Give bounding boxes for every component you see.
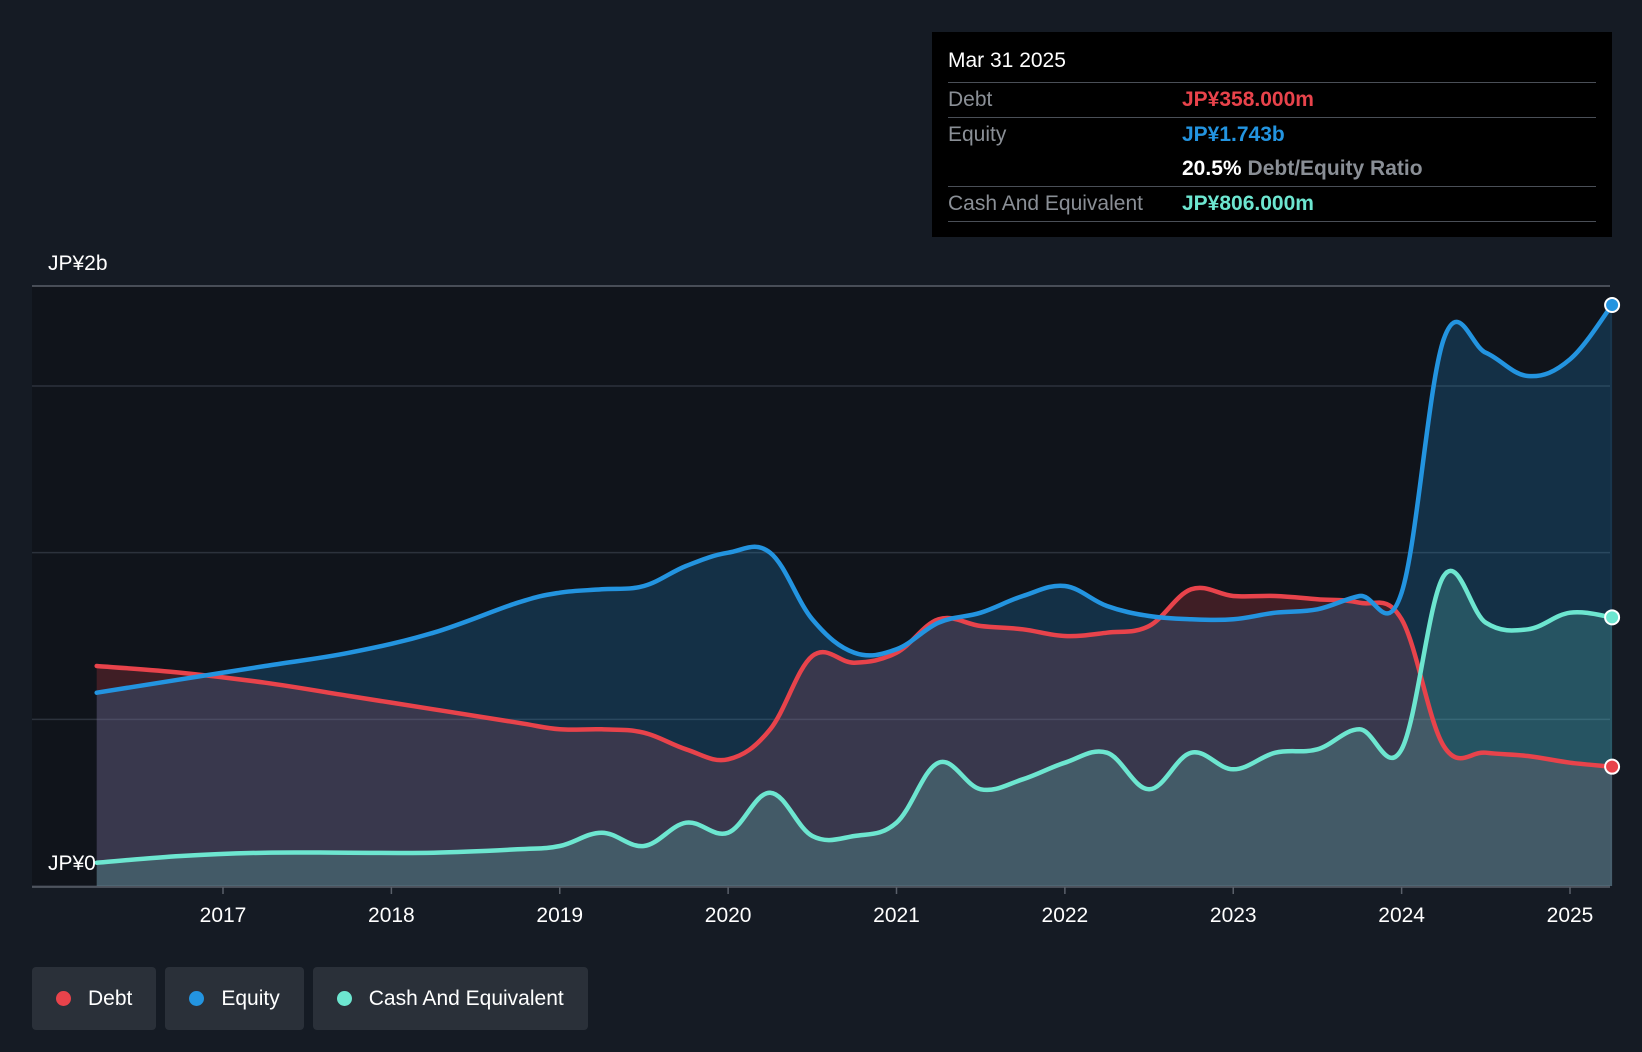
tooltip-cash-row: Cash And Equivalent JP¥806.000m [948, 186, 1596, 222]
tooltip-debt-row: Debt JP¥358.000m [948, 82, 1596, 117]
x-tick-label-2021: 2021 [873, 904, 920, 927]
area-equity [96, 305, 1613, 886]
x-tick-label-2018: 2018 [368, 904, 415, 927]
line-cash-and-equivalent [94, 568, 1615, 865]
legend-item-cash[interactable]: Cash And Equivalent [312, 967, 588, 1030]
marker-cash-and-equivalent [1604, 609, 1621, 626]
legend-item-debt[interactable]: Debt [32, 967, 157, 1030]
legend-dot-equity-icon [189, 991, 205, 1006]
tooltip-cash-value: JP¥806.000m [1182, 192, 1314, 215]
marker-debt [1604, 758, 1621, 775]
x-axis: 2017 2018 2019 2020 2021 2022 2023 2024 2025 [32, 886, 1610, 927]
area-debt [96, 587, 1613, 886]
tooltip-debt-label: Debt [948, 88, 993, 111]
tooltip-ratio-label: Debt/Equity Ratio [1247, 157, 1423, 180]
series-lines [94, 302, 1615, 865]
legend-label-equity: Equity [221, 986, 280, 1010]
legend-dot-debt-icon [56, 991, 71, 1006]
area-cash-and-equivalent [96, 570, 1613, 886]
end-markers [1604, 297, 1621, 775]
tooltip-equity-row: Equity JP¥1.743b [948, 117, 1596, 152]
x-tick-label-2024: 2024 [1378, 904, 1425, 927]
tooltip-ratio-row: 20.5% Debt/Equity Ratio [948, 152, 1596, 186]
x-tick-label-2019: 2019 [536, 904, 583, 927]
legend-label-debt: Debt [88, 986, 133, 1010]
chart-legend: Debt Equity Cash And Equivalent [32, 967, 588, 1030]
legend-item-equity[interactable]: Equity [165, 967, 304, 1030]
x-tick-label-2020: 2020 [705, 904, 752, 927]
x-tick-label-2025: 2025 [1547, 904, 1594, 927]
legend-label-cash: Cash And Equivalent [368, 986, 564, 1010]
tooltip-cash-label: Cash And Equivalent [948, 192, 1143, 215]
tooltip-equity-value: JP¥1.743b [1182, 123, 1285, 146]
marker-equity [1604, 297, 1621, 313]
line-debt [94, 585, 1615, 769]
grid-lines [32, 285, 1610, 887]
y-tick-zero: JP¥0 [48, 852, 96, 875]
x-tick-label-2022: 2022 [1042, 904, 1089, 927]
line-equity [94, 302, 1615, 695]
area-fills [96, 305, 1613, 886]
hover-tooltip: Mar 31 2025 Debt JP¥358.000m Equity JP¥1… [932, 32, 1612, 237]
x-tick-label-2017: 2017 [200, 904, 247, 927]
legend-dot-cash-icon [336, 991, 352, 1006]
tooltip-equity-label: Equity [948, 123, 1007, 146]
tooltip-date: Mar 31 2025 [948, 49, 1066, 72]
tooltip-ratio-value: 20.5% [1182, 157, 1242, 180]
y-tick-top: JP¥2b [48, 252, 108, 275]
tooltip-debt-value: JP¥358.000m [1182, 88, 1314, 111]
tooltip-ratio-spacer [948, 152, 1182, 186]
x-tick-label-2023: 2023 [1210, 904, 1257, 927]
